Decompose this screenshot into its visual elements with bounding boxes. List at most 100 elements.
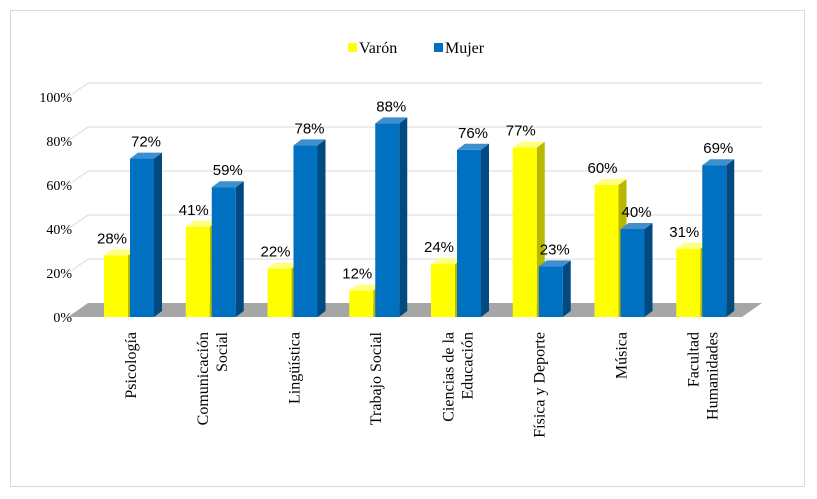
bar-varon-top [185,220,218,227]
bar-mujer-top [130,152,162,159]
data-label-mujer: 59% [213,162,243,179]
data-label-varon: 77% [506,123,536,140]
bar-mujer [375,117,408,318]
data-label-varon: 22% [260,244,290,261]
x-category-label-line: Ciencias de la [440,332,457,422]
bar-varon-front [185,226,210,317]
gridline [67,82,762,98]
bar-mujer-side [317,139,326,317]
y-tick-label: 60% [46,179,72,194]
bar-mujer [130,152,162,317]
x-category-label-line: Social [214,331,231,372]
x-category-label: Música [613,332,630,379]
data-label-mujer: 23% [540,241,570,258]
bar-varon-front [676,248,701,317]
x-category-label: Ciencias de la Educación [440,332,476,422]
bar-varon-front [594,185,619,317]
x-category-label: Psicología [123,332,140,399]
x-category-label-line: Trabajo Social [368,331,385,425]
y-tick-label: 20% [46,267,72,282]
bar-mujer-front [620,229,645,317]
data-label-varon: 24% [424,239,454,256]
bar-mujer [702,159,735,317]
bar-mujer-side [235,181,244,317]
x-category-label: Trabajo Social [368,331,385,425]
x-category-label-line: Humanidades [705,332,722,420]
bar-varon-top [512,141,545,148]
bar-varon-top [267,262,300,269]
bar-mujer [211,181,244,317]
bar-varon-top [594,179,627,185]
x-category-label: Física y Deporte [532,332,549,438]
data-label-mujer: 76% [458,125,488,142]
bar-mujer-top [702,159,735,166]
bar-mujer-front [702,165,727,317]
bar-mujer-top [538,260,571,267]
bar-varon-top [104,249,136,256]
x-category-label: Comunicación Social [195,331,231,425]
data-label-mujer: 88% [376,98,406,115]
bar-mujer-side [562,260,571,317]
x-category-label-line: Física y Deporte [532,332,549,438]
gridline [67,214,762,230]
legend: Varón Mujer [348,40,485,57]
gridline [67,170,762,186]
data-label-varon: 60% [587,160,617,177]
x-category-label-line: Comunicación [195,332,212,425]
bar-varon-front [104,255,128,317]
x-category-label-line: Facultad [686,332,703,387]
legend-swatch-mujer [434,43,443,52]
bar-mujer-side [481,143,489,317]
bar-mujer-side [726,159,735,317]
bar-varon-front [349,290,374,317]
chart-floor [68,303,762,317]
bar-mujer-front [130,158,154,317]
bar-mujer-top [620,223,653,229]
x-category-label-line: Psicología [123,332,140,399]
bar-varon-front [512,147,537,317]
data-label-varon: 31% [669,224,699,241]
legend-label-mujer: Mujer [445,40,485,57]
data-label-mujer: 72% [131,134,161,151]
bar-mujer-top [457,143,489,150]
data-label-varon: 12% [342,266,372,283]
bar-mujer [457,143,489,317]
bar-mujer-side [399,117,408,318]
data-label-mujer: 69% [703,140,733,157]
legend-swatch-varon [348,43,357,52]
bar-varon-top [676,242,709,249]
bar-mujer-front [375,123,400,318]
y-tick-label: 80% [46,135,72,150]
bar-mujer [620,223,653,317]
legend-label-varon: Varón [359,40,397,57]
gridline [67,126,762,142]
y-tick-label: 100% [39,91,72,106]
bar-varon-top [431,258,463,265]
data-label-varon: 28% [97,230,127,247]
bar-varon-front [267,268,292,317]
data-label-varon: 41% [179,202,209,219]
bar-mujer-top [375,117,408,124]
data-label-mujer: 78% [294,120,324,137]
data-label-mujer: 40% [621,204,651,221]
bar-mujer-front [293,145,318,317]
bar-mujer-top [211,181,244,188]
bar-mujer [293,139,326,317]
bar-varon-front [431,264,455,317]
bar-mujer-front [538,266,563,317]
y-tick-label: 40% [46,223,72,238]
gridline [67,258,762,274]
x-category-label: Facultad Humanidades [686,332,722,420]
x-category-label-line: Lingüística [286,332,303,404]
x-category-label-line: Música [613,332,630,379]
bar-mujer-top [293,139,326,146]
x-category-label-line: Educación [459,332,476,400]
x-category-label: Lingüística [286,332,303,404]
bar-mujer-front [211,187,236,317]
bar-mujer-front [457,149,481,317]
bar-mujer [538,260,571,317]
y-tick-label: 0% [53,311,72,326]
bar-mujer-side [644,223,653,317]
bar-mujer-side [154,152,162,317]
